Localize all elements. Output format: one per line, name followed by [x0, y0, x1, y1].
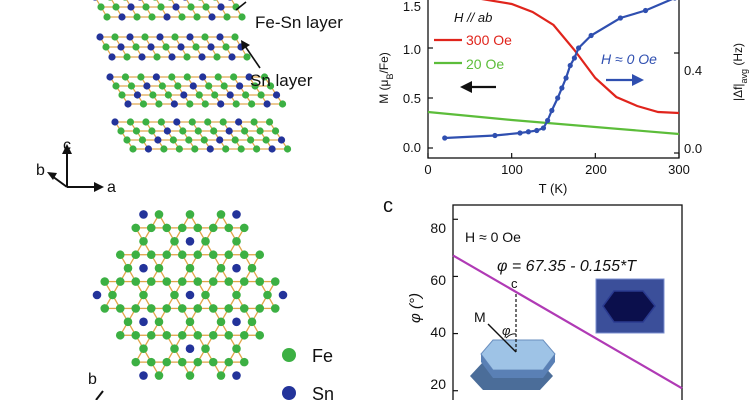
legend-300-oe: 300 Oe	[466, 32, 512, 48]
inset-c-label: c	[511, 276, 518, 291]
crystal-structure	[92, 0, 292, 380]
data-point	[559, 85, 565, 91]
left-axis-arrow	[460, 81, 496, 93]
series-line-0	[481, 0, 680, 115]
inset-phi-label: φ	[502, 323, 511, 338]
sample-photo-inset	[595, 278, 665, 334]
data-point	[555, 95, 561, 101]
data-point	[545, 117, 551, 124]
angle-chart: c 80 60 40 20 φ (°) H ≈ 0 Oe φ = 67.35 -…	[383, 195, 683, 400]
fit-equation: φ = 67.35 - 0.155*T	[497, 258, 637, 275]
y2-tick-label: 0.0	[684, 141, 702, 156]
crystal-inset: c M φ	[470, 276, 556, 390]
axis-a-label: a	[107, 179, 116, 196]
y-tick-label: 80	[430, 220, 446, 236]
data-point	[492, 132, 498, 139]
data-point	[588, 32, 594, 39]
axis-c-label: c	[63, 137, 71, 154]
inset-m-label: M	[474, 309, 486, 325]
data-point	[642, 7, 649, 14]
series-line-1	[427, 110, 680, 136]
fe-legend-label: Fe	[312, 346, 333, 366]
y-axis-label: M (μB/Fe)	[377, 52, 395, 104]
magnetization-chart: 1.5 1.0 0.5 0.0 0 100 200 300 0.4 0.0 T …	[377, 0, 749, 196]
x-axis-label: T (K)	[539, 181, 568, 196]
data-point	[525, 129, 532, 135]
data-point	[549, 107, 555, 114]
sn-layer-label: Sn layer	[250, 71, 313, 90]
fit-line-0	[452, 254, 683, 390]
right-axis-arrow	[606, 74, 644, 86]
data-point	[540, 125, 547, 131]
y-tick-label: 40	[430, 324, 446, 340]
y-axis-label: φ (°)	[407, 293, 424, 323]
fe-sn-layer-label: Fe-Sn layer	[255, 13, 343, 32]
axis-b-bottom-label: b	[88, 371, 97, 388]
crystal-axes: c b a	[36, 137, 116, 196]
data-point	[534, 127, 540, 134]
x-tick-label: 100	[501, 162, 523, 177]
panel-label-c: c	[383, 195, 393, 217]
blue-annotation: H ≈ 0 Oe	[601, 51, 657, 67]
sn-layer-arrow	[244, 45, 261, 69]
x-tick-label: 300	[668, 162, 690, 177]
series-layer	[452, 254, 683, 390]
legend-20-oe: 20 Oe	[466, 56, 504, 72]
plot-frame	[452, 204, 683, 400]
y-tick-label: 60	[430, 272, 446, 288]
axis-b-bottom-arrow	[95, 390, 104, 400]
tick-marks	[453, 218, 458, 392]
data-point	[576, 45, 582, 51]
data-point	[567, 62, 573, 69]
x-tick-label: 200	[585, 162, 607, 177]
y2-axis-label: |Δf|avg (Hz)	[731, 43, 749, 101]
tick-marks	[427, 47, 680, 158]
data-point	[617, 15, 624, 21]
y2-tick-label: 0.4	[684, 63, 702, 78]
plot-frame	[427, 0, 680, 159]
sn-legend-dot	[282, 386, 296, 400]
y-tick-label: 20	[430, 376, 446, 392]
y-tick-label: 0.0	[403, 140, 421, 155]
series-layer	[427, 0, 680, 141]
fe-sn-arrow	[235, 1, 247, 11]
annotation-h: H ≈ 0 Oe	[465, 229, 521, 245]
data-point	[673, 0, 677, 1]
y-tick-label: 1.0	[403, 42, 421, 57]
axis-b-label: b	[36, 162, 45, 179]
data-point	[571, 55, 578, 61]
legend-title: H // ab	[454, 10, 492, 25]
data-point	[563, 75, 569, 81]
x-tick-label: 0	[424, 162, 431, 177]
data-point	[517, 130, 523, 136]
y-tick-label: 1.5	[403, 0, 421, 14]
fe-legend-dot	[282, 348, 296, 362]
sn-layer-arrowhead	[241, 40, 250, 50]
sn-legend-label: Sn	[312, 384, 334, 400]
y-tick-label: 0.5	[403, 91, 421, 106]
data-point	[442, 135, 448, 141]
